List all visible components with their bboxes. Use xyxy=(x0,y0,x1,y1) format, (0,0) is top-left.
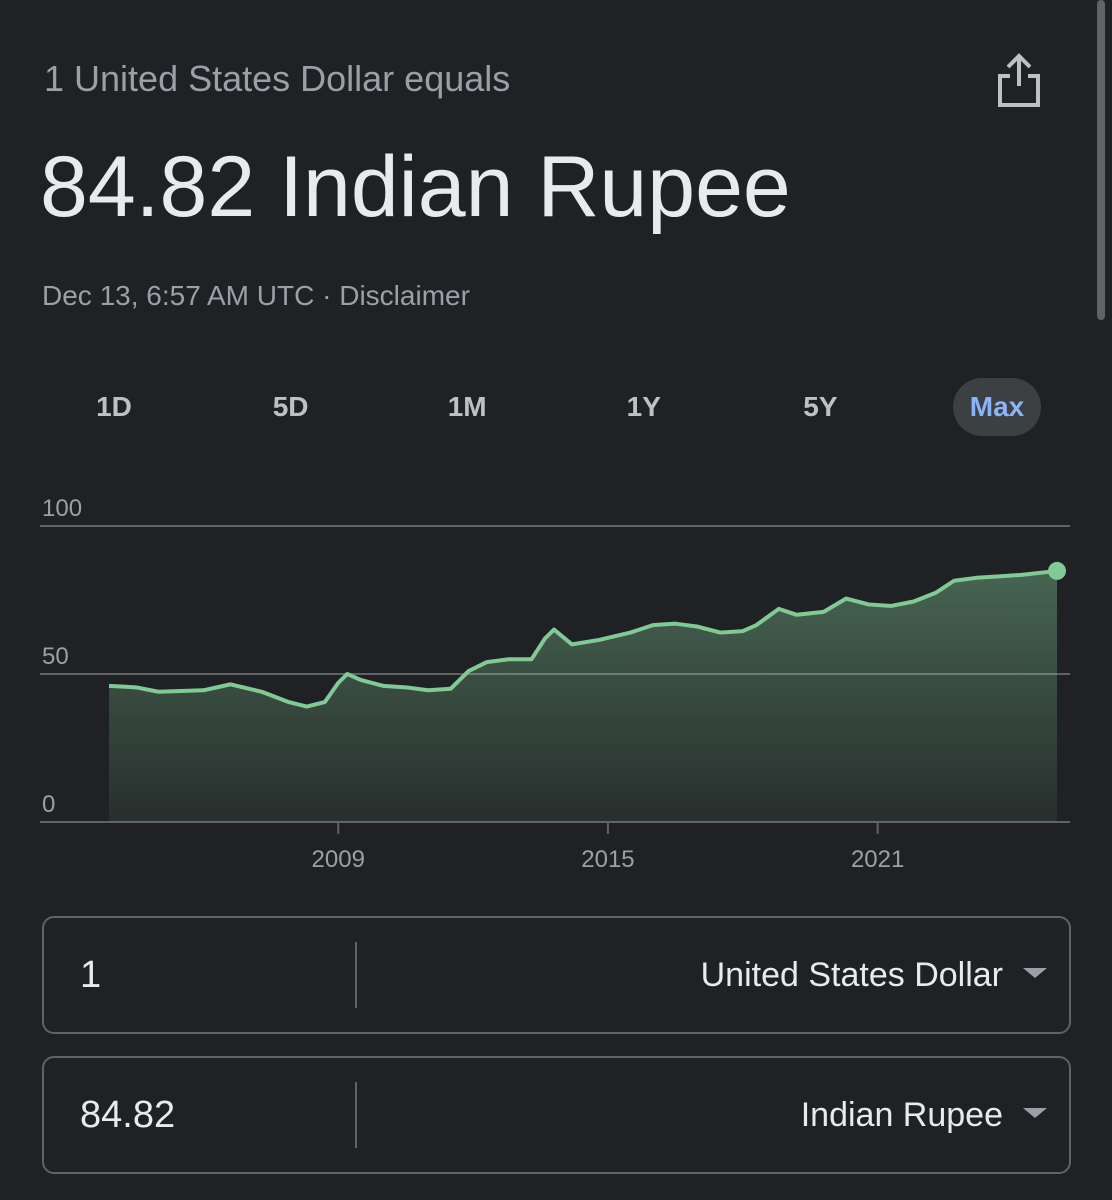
y-tick-label: 0 xyxy=(42,791,55,818)
separator: · xyxy=(322,280,332,311)
range-button[interactable]: Max xyxy=(953,378,1041,436)
amount-input[interactable]: 1 xyxy=(80,954,102,996)
amount-input[interactable]: 84.82 xyxy=(80,1094,176,1136)
x-tick-label: 2015 xyxy=(581,846,634,873)
subtitle: 1 United States Dollar equals xyxy=(44,58,511,99)
converter-row: 84.82 Indian Rupee xyxy=(42,1056,1071,1174)
timestamp-row: Dec 13, 6:57 AM UTC · Disclaimer xyxy=(42,280,470,312)
last-point xyxy=(1048,561,1066,580)
range-button[interactable]: 5Y xyxy=(803,391,838,422)
currency-select[interactable]: United States Dollar xyxy=(700,956,1003,994)
divider xyxy=(355,942,357,1008)
range-button[interactable]: 1M xyxy=(447,391,487,422)
converter-row: 1 United States Dollar xyxy=(42,916,1071,1034)
area xyxy=(109,570,1057,822)
dropdown-arrow[interactable] xyxy=(1023,1108,1047,1118)
share-icon[interactable] xyxy=(994,50,1044,110)
disclaimer[interactable]: Disclaimer xyxy=(339,280,470,311)
rate-value: 84.82 Indian Rupee xyxy=(40,139,791,235)
x-tick-label: 2021 xyxy=(851,846,904,873)
scrollbar xyxy=(1097,0,1105,320)
y-tick-label: 100 xyxy=(42,495,82,522)
timestamp: Dec 13, 6:57 AM UTC xyxy=(42,280,315,311)
chart: 0 50 100 2009 2015 2021 xyxy=(40,495,1070,873)
x-tick-label: 2009 xyxy=(312,846,365,873)
y-tick-label: 50 xyxy=(42,643,69,670)
line xyxy=(108,568,1058,709)
dropdown-arrow[interactable] xyxy=(1023,968,1047,978)
currency-select[interactable]: Indian Rupee xyxy=(800,1096,1003,1134)
divider xyxy=(355,1082,357,1148)
range-button[interactable]: 1Y xyxy=(626,391,661,422)
range-button[interactable]: 1D xyxy=(96,391,132,422)
range-button[interactable]: 5D xyxy=(272,391,309,422)
